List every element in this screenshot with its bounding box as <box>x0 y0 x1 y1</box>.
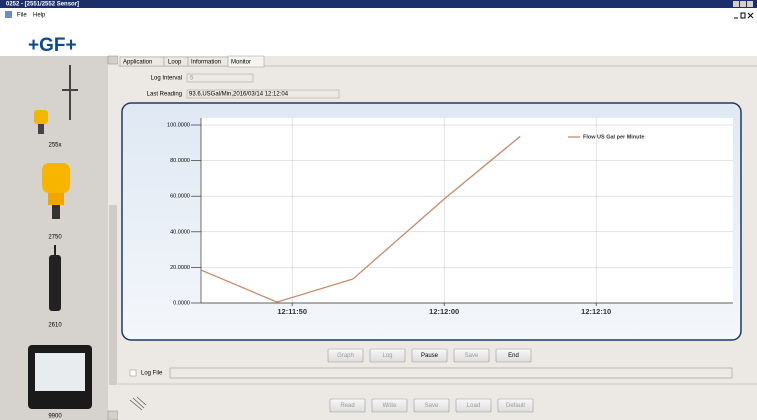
x-tick-label: 12:12:10 <box>581 307 611 316</box>
field-value: 93.6,USGal/Min,2016/03/14 12:12:04 <box>189 92 289 98</box>
button-label: Pause <box>421 353 439 359</box>
product-label: 255x <box>48 143 61 149</box>
y-tick-label: 40.0000 <box>170 229 190 235</box>
product-9900[interactable]: 9900 <box>28 345 92 420</box>
y-tick-label: 80.0000 <box>170 158 190 164</box>
menu-item[interactable]: File <box>17 13 27 19</box>
button-label: End <box>508 353 519 359</box>
plot-area <box>201 118 733 303</box>
checkbox-label: Log File <box>141 371 163 377</box>
logo: +GF+ <box>28 35 77 56</box>
x-tick-label: 12:12:00 <box>429 307 459 316</box>
page: 0252 - [2551/2552 Sensor] File Help +GF+… <box>0 0 757 420</box>
app-icon <box>5 11 12 18</box>
button-label: Read <box>340 403 354 409</box>
product-label: 2610 <box>48 323 62 329</box>
tab-bar: Application Loop Information Monitor <box>120 56 264 67</box>
button-label: Load <box>467 403 480 409</box>
field-label: Log Interval <box>151 76 182 82</box>
y-tick-label: 60.0000 <box>170 194 190 200</box>
tab[interactable]: Application <box>123 60 152 66</box>
field-label: Last Reading <box>147 92 182 98</box>
button-label: Save <box>465 353 479 359</box>
window-controls[interactable] <box>733 1 753 7</box>
y-tick-label: 100.0000 <box>167 122 190 128</box>
monitor-buttons: Graph Log Pause Save End <box>328 349 531 362</box>
y-tick-label: 20.0000 <box>170 265 190 271</box>
log-interval-input[interactable] <box>187 74 253 82</box>
log-file-checkbox[interactable] <box>130 370 136 376</box>
product-label: 9900 <box>48 414 62 420</box>
app-window: 0252 - [2551/2552 Sensor] File Help +GF+… <box>0 0 757 420</box>
log-file-path[interactable] <box>170 368 732 378</box>
product-label: 2750 <box>48 235 62 241</box>
button-label: Save <box>425 403 439 409</box>
window-title: 0252 - [2551/2552 Sensor] <box>6 2 79 8</box>
button-label: Graph <box>337 353 354 359</box>
menu-item[interactable]: Help <box>33 13 46 19</box>
menu-bar <box>0 8 757 23</box>
title-bar <box>0 0 757 8</box>
button-label: Write <box>383 403 398 409</box>
y-tick-label: 0.0000 <box>173 300 190 306</box>
button-label: Log <box>382 353 392 359</box>
button-label: Default <box>506 403 525 409</box>
tab-active[interactable]: Monitor <box>231 60 251 66</box>
bottom-buttons: Read Write Save Load Default <box>330 399 533 412</box>
tab[interactable]: Loop <box>168 60 182 66</box>
tab[interactable]: Information <box>191 60 221 66</box>
legend-label: Flow US Gal per Minute <box>583 134 644 140</box>
x-tick-label: 12:11:50 <box>277 307 307 316</box>
